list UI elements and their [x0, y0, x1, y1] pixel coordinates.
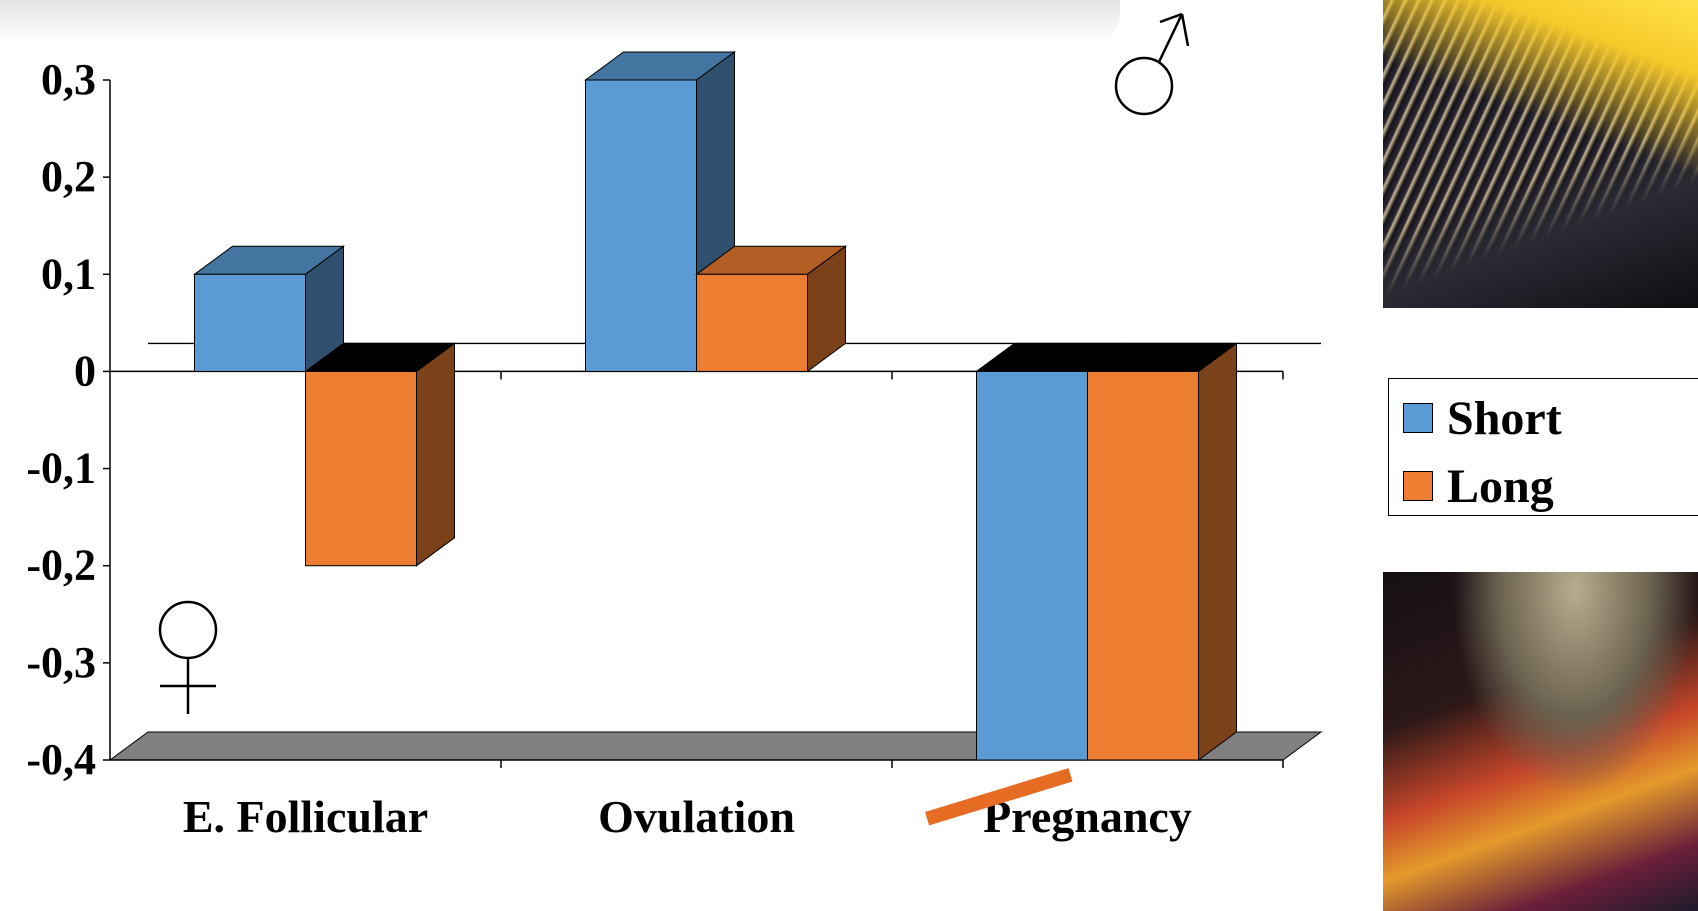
y-tick-label: 0,2: [41, 152, 96, 201]
y-tick-label: -0,4: [26, 735, 96, 784]
top-shadow-band: [0, 0, 1120, 44]
x-category-label: Ovulation: [598, 791, 795, 842]
bar-front-face: [1087, 370, 1199, 761]
legend-swatch-long: [1403, 471, 1433, 501]
y-tick-label: 0,3: [41, 55, 96, 104]
legend-label-long: Long: [1447, 459, 1554, 513]
x-category-label: E. Follicular: [183, 791, 428, 842]
bar: [694, 245, 848, 373]
legend-item-long: Long: [1403, 459, 1554, 513]
female-symbol-icon: [158, 600, 218, 714]
bar-side-face: [1198, 342, 1237, 761]
chart-legend: Short Long: [1388, 378, 1698, 516]
crystal-photo-bottom: [1383, 572, 1698, 911]
symbols-group: [158, 12, 1190, 714]
legend-item-short: Short: [1403, 391, 1562, 445]
bar-front-face: [976, 370, 1088, 761]
bar-front-face: [585, 79, 697, 372]
bar: [303, 342, 457, 567]
y-tick-label: -0,2: [26, 541, 96, 590]
bar-side-face: [416, 342, 455, 567]
y-tick-label: 0: [74, 346, 96, 395]
bar: [583, 51, 737, 373]
y-tick-label: -0,1: [26, 444, 96, 493]
bar-chart: 0,3 0,2 0,1 0 -0,1 -0,2 -0,3 -0,4 E. Follicular O…: [26, 12, 1323, 842]
bar-front-face: [194, 273, 306, 372]
bar: [192, 245, 346, 373]
x-category-label: Pregnancy: [983, 791, 1192, 842]
male-symbol-icon: [1114, 12, 1190, 116]
bar-front-face: [696, 273, 808, 372]
bar: [1085, 342, 1239, 761]
labels-group: 0,3 0,2 0,1 0 -0,1 -0,2 -0,3 -0,4 E. Follicular O…: [26, 55, 1192, 842]
bar-front-face: [305, 370, 417, 567]
crystal-photo-top: [1383, 0, 1698, 308]
legend-label-short: Short: [1447, 391, 1562, 445]
bars-group: [192, 51, 1239, 761]
legend-swatch-short: [1403, 403, 1433, 433]
y-tick-label: 0,1: [41, 249, 96, 298]
y-tick-label: -0,3: [26, 638, 96, 687]
